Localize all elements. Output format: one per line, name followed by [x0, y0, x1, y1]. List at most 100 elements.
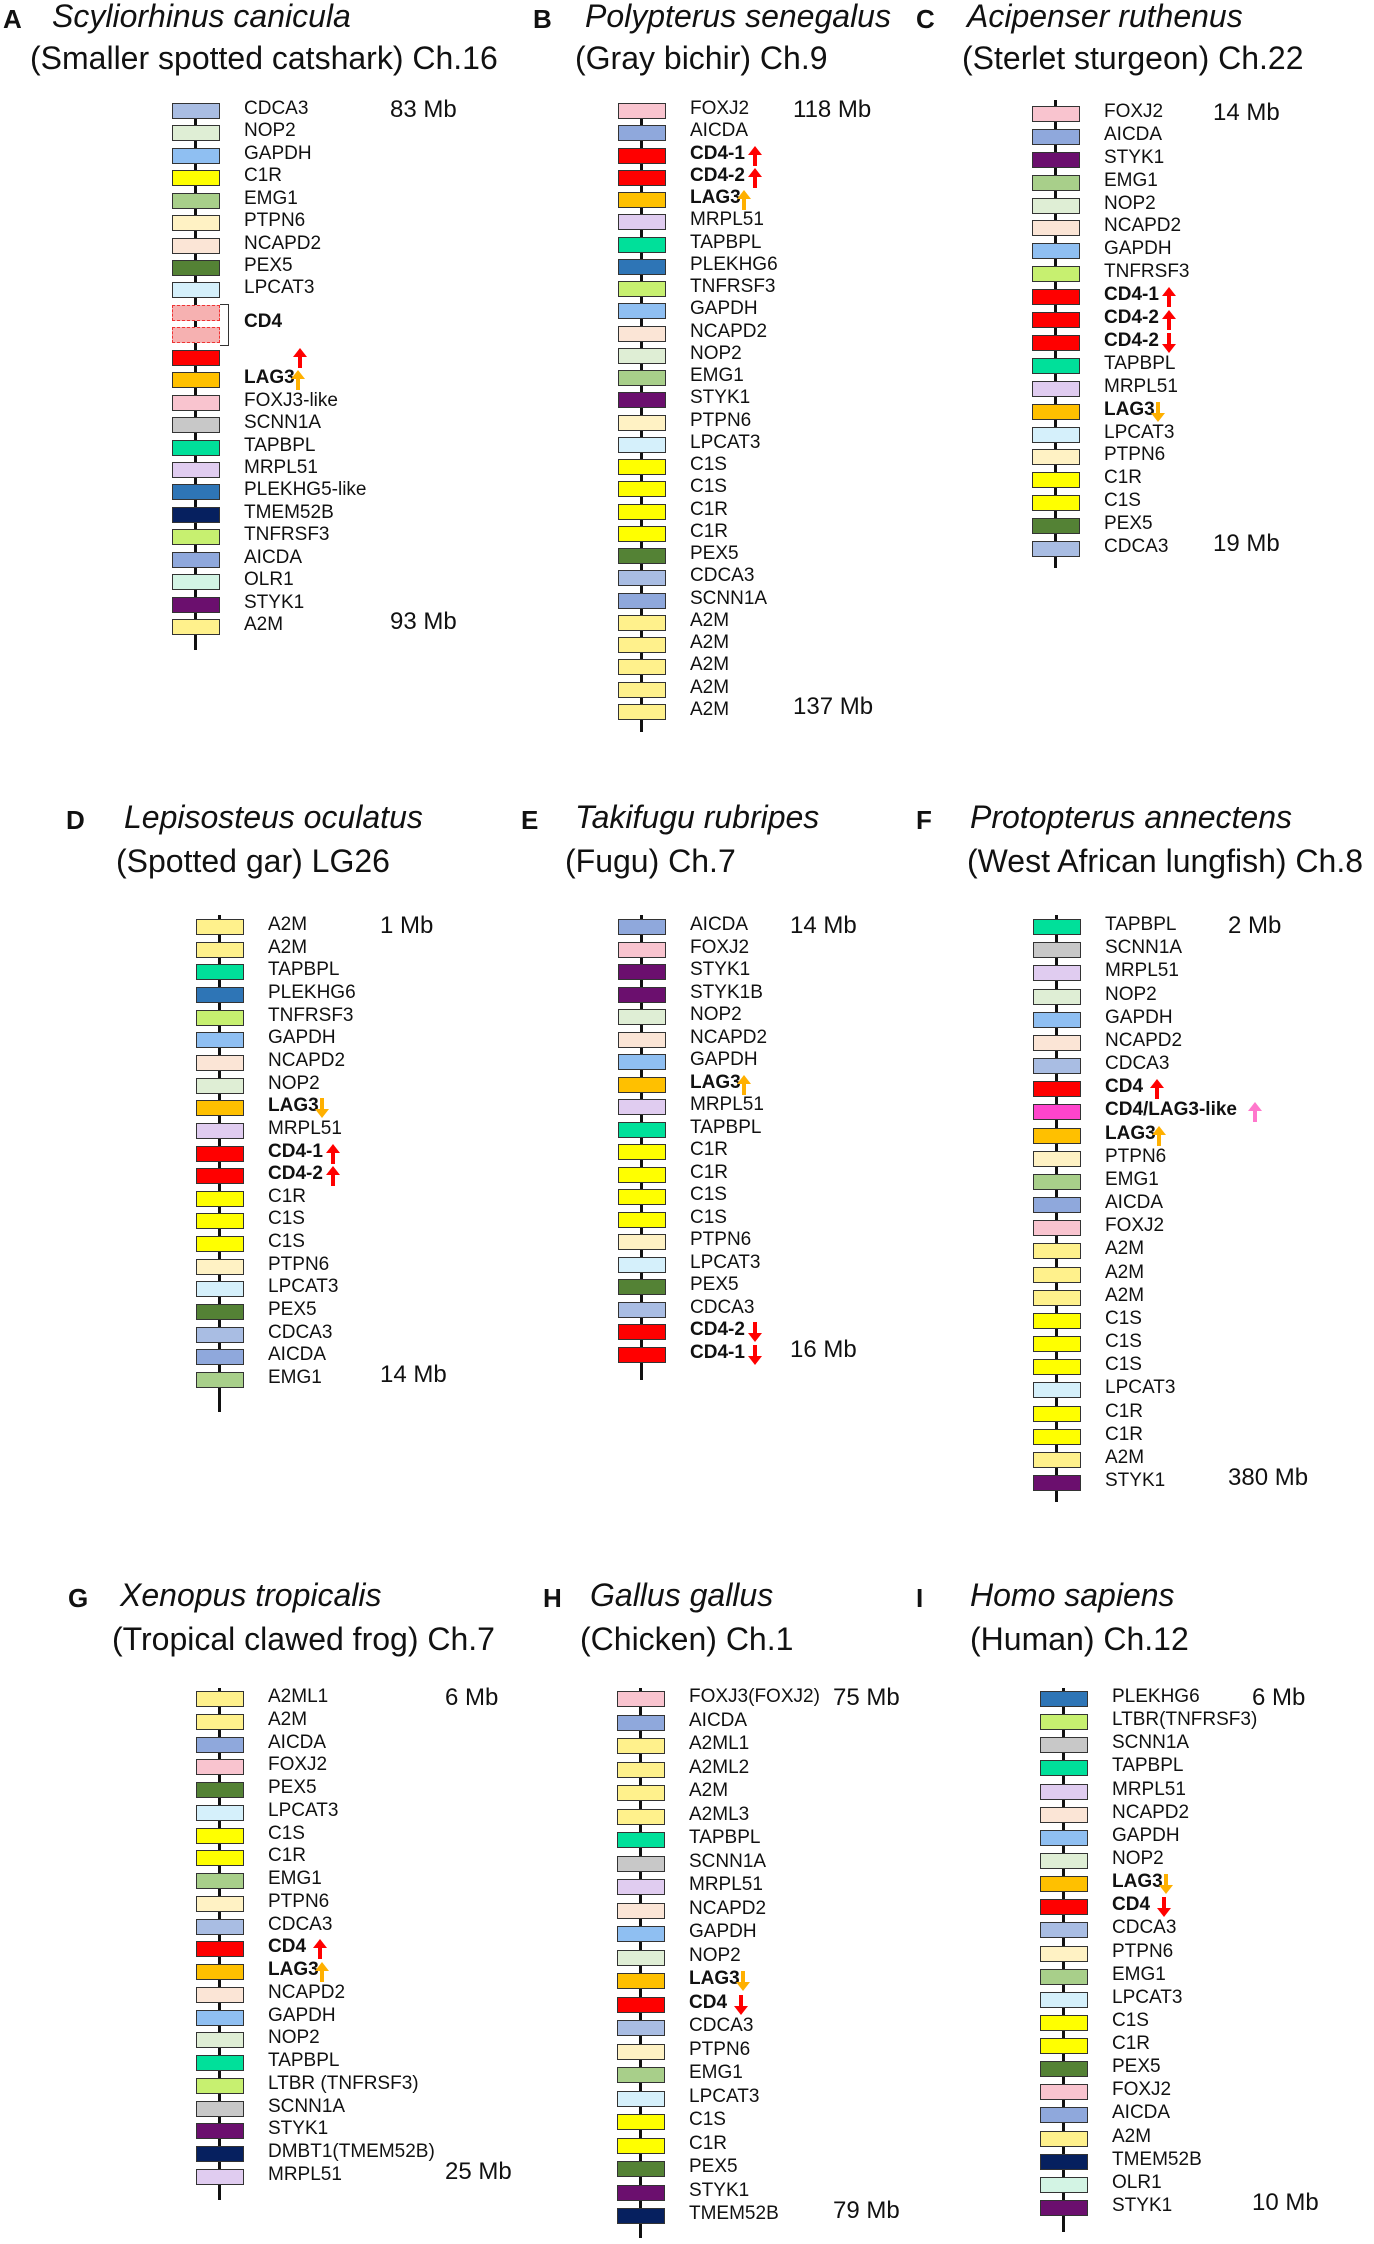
gene-label: NCAPD2 [690, 320, 768, 342]
gene-label: MRPL51 [1104, 375, 1178, 397]
gene-label: CD4-1 [1104, 284, 1159, 306]
gene-label: LAG3 [1112, 1871, 1163, 1893]
gene-box [1040, 2107, 1088, 2124]
gene-label: EMG1 [1105, 1168, 1159, 1190]
gene-label: C1R [1105, 1400, 1144, 1422]
species-name: Xenopus tropicalis [120, 1577, 382, 1613]
gene-box [1033, 1359, 1081, 1376]
gene-label: GAPDH [1112, 1824, 1180, 1846]
gene-box [618, 1301, 666, 1318]
gene-box [1032, 426, 1080, 443]
gene-label: MRPL51 [690, 1094, 764, 1116]
gene-box [1032, 357, 1080, 374]
gene-label: MRPL51 [244, 456, 318, 478]
gene-label: SCNN1A [1112, 1732, 1190, 1754]
species-name: Homo sapiens [970, 1577, 1175, 1613]
gene-label: C1R [689, 2132, 728, 2154]
gene-label: NOP2 [244, 120, 296, 142]
gene-box [1033, 1405, 1081, 1422]
gene-label: PTPN6 [1104, 444, 1166, 466]
gene-label: NCAPD2 [1112, 1801, 1190, 1823]
gene-label: CD4-1 [690, 1342, 745, 1363]
gene-box [196, 1213, 244, 1230]
gene-label: FOXJ2 [690, 98, 750, 119]
gene-label: AICDA [244, 546, 303, 568]
arrow-up-icon [736, 1074, 752, 1096]
gene-box [1032, 220, 1080, 237]
gene-label: NOP2 [1105, 983, 1157, 1005]
gene-box-dashed [172, 327, 220, 344]
gene-label: FOXJ2 [1112, 2079, 1172, 2101]
gene-label: AICDA [1112, 2102, 1171, 2124]
gene-label: AICDA [690, 120, 749, 142]
mb-top: 6 Mb [1252, 1684, 1306, 1711]
gene-box [1040, 2014, 1088, 2031]
gene-label: C1R [244, 165, 283, 187]
gene-box [618, 258, 666, 275]
gene-box [618, 1121, 666, 1138]
gene-label: GAPDH [690, 298, 758, 320]
gene-label: LPCAT3 [268, 1276, 339, 1298]
gene-label: NCAPD2 [689, 1897, 767, 1919]
gene-box [617, 2161, 665, 2177]
gene-label: SCNN1A [690, 587, 768, 609]
gene-box [1033, 1058, 1081, 1074]
panel-letter: A [3, 4, 22, 34]
gene-box [1032, 151, 1080, 168]
gene-label: MRPL51 [1112, 1778, 1186, 1800]
arrow-down-icon [733, 1994, 749, 2016]
gene-box [618, 592, 666, 609]
gene-label: LAG3 [244, 367, 295, 389]
gene-box [196, 1759, 244, 1776]
mb-top: 2 Mb [1228, 912, 1282, 939]
gene-label: A2M [1105, 1238, 1145, 1260]
gene-label: C1S [689, 2109, 726, 2130]
gene-box [1032, 106, 1080, 122]
gene-label: C1S [1105, 1331, 1142, 1352]
gene-label: A2M [690, 676, 730, 698]
gene-label: PEX5 [1112, 2056, 1161, 2078]
species-name: Takifugu rubripes [575, 799, 820, 835]
mb-top: 118 Mb [793, 96, 872, 123]
gene-label: C1S [1104, 490, 1141, 512]
gene-label: FOXJ2 [1105, 1215, 1165, 1237]
gene-box [1040, 2200, 1088, 2216]
gene-box [618, 1054, 666, 1071]
gene-box [1040, 1899, 1088, 1916]
gene-label: SCNN1A [244, 412, 322, 434]
gene-label: GAPDH [268, 1027, 336, 1049]
gene-label: TMEM52B [244, 501, 334, 523]
arrow-down-icon [1156, 1896, 1172, 1918]
gene-box [172, 484, 220, 501]
gene-box [617, 1855, 665, 1872]
gene-label: GAPDH [1105, 1006, 1173, 1028]
gene-box [618, 125, 666, 142]
gene-label: TAPBPL [268, 959, 340, 981]
gene-label: EMG1 [689, 2062, 743, 2083]
gene-box [196, 1850, 244, 1867]
gene-box [1040, 1783, 1088, 1800]
gene-box [617, 1832, 665, 1848]
gene-label: C1S [268, 1231, 305, 1253]
gene-box [1032, 403, 1080, 420]
gene-label: CD4-2 [1104, 329, 1159, 351]
gene-box [618, 192, 666, 209]
gene-box [196, 1032, 244, 1049]
gene-box [618, 704, 666, 720]
gene-label: EMG1 [244, 187, 298, 209]
gene-label: STYK1 [268, 2118, 329, 2140]
gene-box [1033, 1104, 1081, 1121]
gene-label: A2ML1 [689, 1733, 750, 1754]
common-name: (Sterlet sturgeon) Ch.22 [962, 40, 1304, 76]
gene-box [1040, 1991, 1088, 2008]
gene-label: LAG3 [1104, 398, 1155, 420]
gene-box [1032, 312, 1080, 329]
gene-label: SCNN1A [689, 1850, 767, 1872]
gene-label: FOXJ2 [690, 936, 750, 958]
gene-box [618, 1211, 666, 1228]
gene-label: PTPN6 [268, 1890, 330, 1912]
arrow-up-icon [747, 145, 763, 167]
gene-box [196, 1895, 244, 1912]
gene-box [196, 1326, 244, 1343]
gene-label: MRPL51 [268, 1117, 342, 1139]
